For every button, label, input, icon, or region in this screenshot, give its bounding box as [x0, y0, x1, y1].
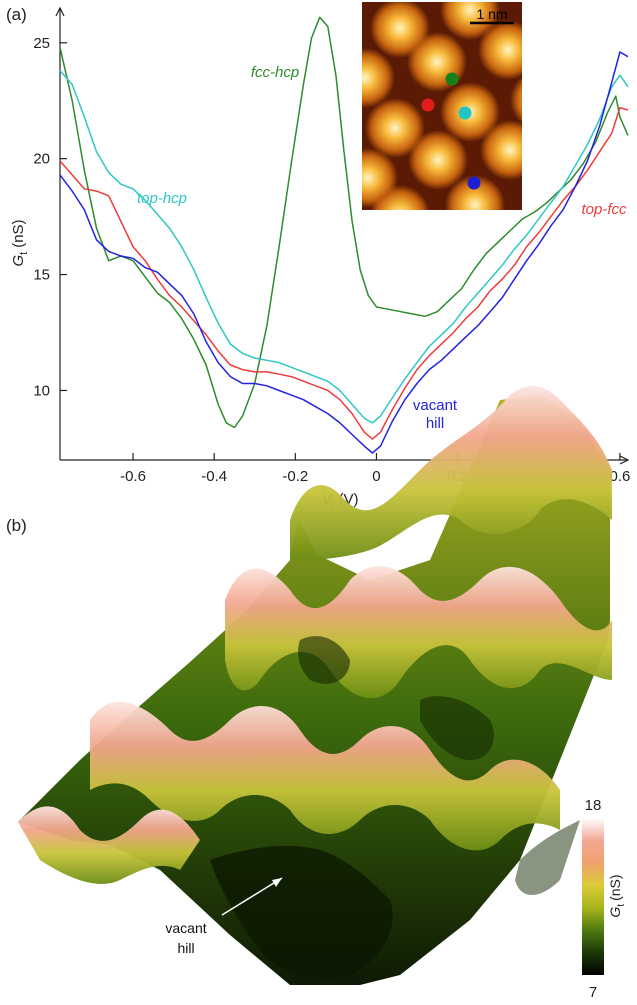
surface-ridge-3: [90, 701, 560, 851]
series-layer: [59, 16, 629, 454]
series-line-vacant-hill: [59, 51, 629, 454]
colorbar-scale: [582, 818, 604, 975]
y-tick-label: 20: [33, 151, 50, 168]
colorbar-max-label: 18: [585, 797, 602, 814]
y-axis-label-symbol: G: [10, 255, 27, 267]
inset-atom: [440, 2, 500, 40]
colorbar: 18 7 Gt (nS): [582, 797, 627, 1001]
inset-atom: [510, 76, 522, 124]
surface-valley: [515, 820, 580, 895]
y-axis-label-unit: (nS): [10, 219, 27, 247]
conductance-surface-3d: [18, 385, 612, 985]
inset-atom: [365, 98, 425, 158]
inset-atom: [407, 32, 467, 92]
stm-inset-image: 1 nm: [362, 2, 522, 210]
y-axis: 10 15 20 25: [33, 6, 67, 460]
surface-annotation-line-2: hill: [177, 940, 194, 956]
colorbar-label-subscript: t: [616, 904, 627, 907]
colorbar-label-unit: (nS): [607, 874, 623, 900]
series-line-top-fcc: [59, 106, 629, 440]
x-axis-arrow: [619, 455, 630, 465]
y-axis-label: Gt (nS): [10, 219, 30, 266]
y-tick-label: 10: [33, 382, 50, 399]
surface-ridge-4: [18, 806, 200, 884]
inset-marker: [458, 106, 472, 120]
inset-atom: [478, 20, 522, 80]
surface-ridge-2: [225, 566, 612, 699]
series-label-fcc-hcp: fcc-hcp: [251, 64, 299, 81]
surface-annotation-arrow: [221, 877, 283, 916]
inset-atom: [445, 175, 505, 210]
surface-annotation-line-1: vacant: [165, 920, 206, 936]
x-tick-label: 0: [372, 468, 380, 485]
colorbar-label-symbol: G: [607, 907, 623, 918]
series-label-top-fcc: top-fcc: [581, 201, 627, 218]
x-tick-label: 0.6: [609, 468, 630, 485]
series-label-vacant-hill: vacant: [413, 397, 458, 414]
surface-annotation-arrowhead: [272, 878, 282, 887]
inset-marker: [421, 98, 435, 112]
inset-atom: [408, 130, 468, 190]
x-tick-label: -0.6: [120, 468, 146, 485]
series-label-vacant-hill: hill: [426, 415, 444, 432]
surface-valley: [210, 845, 393, 979]
scalebar-label: 1 nm: [476, 6, 507, 22]
series-line-top-hcp: [59, 70, 629, 424]
inset-marker: [467, 176, 481, 190]
inset-atom: [370, 185, 430, 210]
inset-atom: [480, 120, 522, 180]
surface-annotation: vacant hill: [165, 877, 283, 956]
surface-ridge-1: [290, 385, 612, 560]
inset-marker: [445, 72, 459, 86]
y-axis-label-subscript: t: [18, 252, 30, 255]
colorbar-min-label: 7: [589, 984, 597, 1001]
series-line-fcc-hcp: [59, 16, 629, 429]
x-tick-label: -0.4: [201, 468, 227, 485]
surface-valley: [420, 696, 494, 760]
inset-atom: [362, 48, 395, 108]
y-tick-label: 15: [33, 267, 50, 284]
panel-a-label: (a): [6, 5, 27, 24]
y-tick-label: 25: [33, 35, 50, 52]
y-axis-arrow: [55, 6, 65, 17]
x-tick-label: -0.2: [282, 468, 308, 485]
surface-valley: [298, 636, 350, 684]
panel-b-label: (b): [6, 516, 27, 535]
series-label-top-hcp: top-hcp: [137, 190, 187, 207]
colorbar-label: Gt (nS): [607, 874, 627, 917]
